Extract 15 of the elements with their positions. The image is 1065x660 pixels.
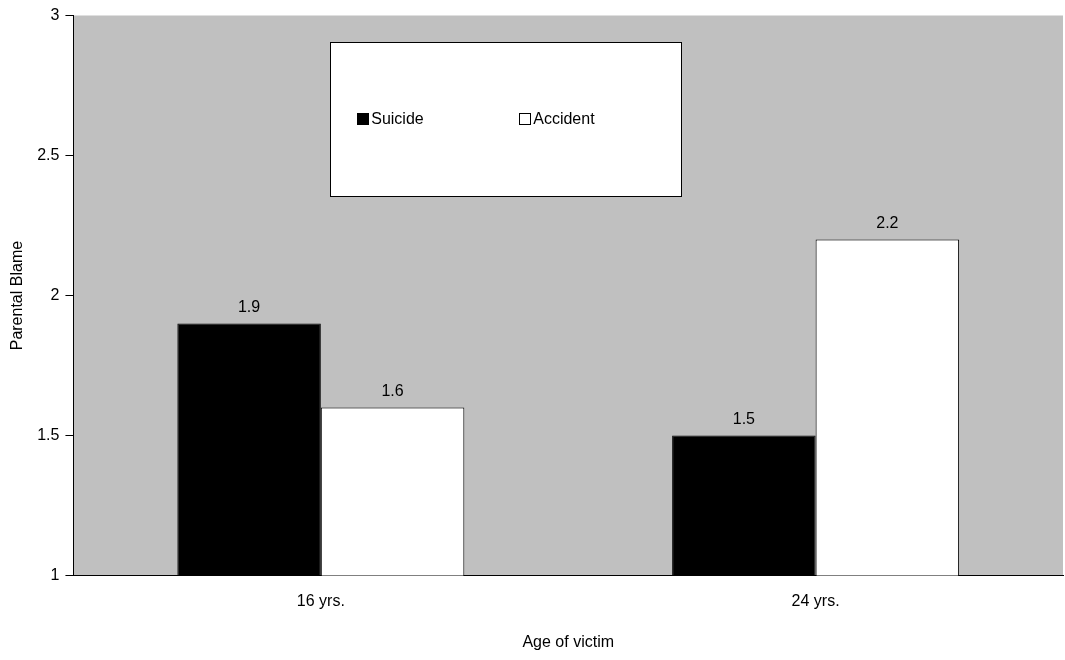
data-label: 1.5 [732, 410, 756, 428]
data-label: 1.9 [237, 298, 261, 316]
y-tick-label: 3 [50, 6, 60, 24]
x-tick-label: 16 yrs. [296, 591, 345, 609]
data-label: 2.2 [876, 214, 899, 232]
legend-label: Accident [533, 110, 595, 129]
legend-label: Suicide [371, 110, 424, 129]
data-label: 1.6 [381, 382, 404, 400]
x-axis-title: Age of victim [522, 632, 615, 650]
y-tick-label: 1.5 [37, 426, 60, 444]
x-tick-label: 24 yrs. [791, 591, 840, 609]
y-axis-title: Parental Blame [8, 240, 26, 351]
y-tick-label: 1 [50, 566, 60, 584]
y-tick-label: 2 [50, 286, 60, 304]
y-tick-label: 2.5 [37, 146, 60, 164]
